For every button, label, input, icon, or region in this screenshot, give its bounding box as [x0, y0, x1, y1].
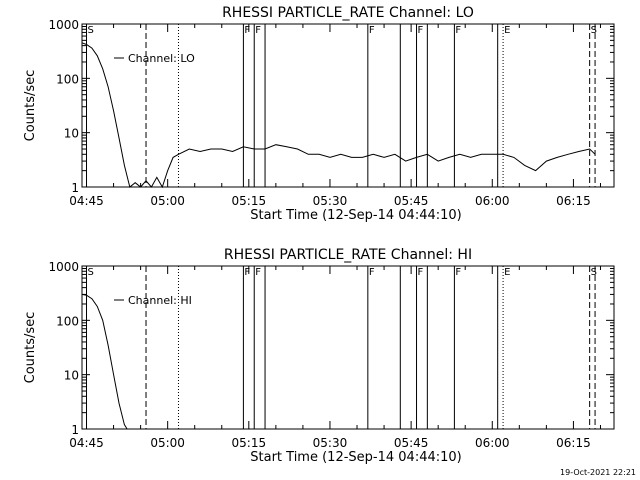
y-axis-label: Counts/sec	[23, 70, 38, 142]
event-marker-label: F	[418, 267, 424, 278]
series-line-0	[81, 42, 596, 189]
x-tick-label: 04:45	[69, 436, 104, 450]
x-tick-label: 06:00	[475, 194, 510, 208]
y-tick-label: 10	[64, 369, 79, 383]
plot-frame	[81, 23, 615, 188]
event-marker-label: S	[591, 25, 597, 36]
event-marker-label: F	[255, 267, 261, 278]
chart-title: RHESSI PARTICLE_RATE Channel: HI	[224, 247, 472, 263]
y-tick-label: 100	[56, 72, 79, 86]
x-tick-label: 04:45	[69, 194, 104, 208]
x-tick-label: 05:00	[150, 436, 185, 450]
event-marker-label: F	[455, 267, 461, 278]
event-marker-label: F	[244, 25, 250, 36]
event-marker-label: F	[369, 267, 375, 278]
x-axis-label: Start Time (12-Sep-14 04:44:10)	[250, 450, 461, 465]
event-marker-label: F	[418, 25, 424, 36]
x-tick-label: 05:30	[313, 194, 348, 208]
event-marker-label: F	[244, 267, 250, 278]
chart-panel-lo: RHESSI PARTICLE_RATE Channel: LO 04:45 05:…	[23, 5, 615, 223]
x-axis-label: Start Time (12-Sep-14 04:44:10)	[250, 208, 461, 223]
y-tick-label: 100	[56, 314, 79, 328]
x-tick-label: 05:30	[313, 436, 348, 450]
series-line-0	[81, 293, 128, 430]
x-tick-label: 05:00	[150, 194, 185, 208]
event-marker-label: E	[504, 267, 510, 278]
event-marker-label: F	[255, 25, 261, 36]
event-marker-label: F	[369, 25, 375, 36]
y-tick-label: 1000	[48, 260, 79, 274]
y-tick-label: 1000	[48, 18, 79, 32]
x-tick-label: 05:15	[232, 194, 267, 208]
footer-date: 19-Oct-2021 22:21	[560, 468, 636, 477]
y-tick-label: 10	[64, 127, 79, 141]
event-marker-label: E	[504, 25, 510, 36]
y-axis-label: Counts/sec	[23, 312, 38, 384]
event-marker-label: S	[591, 267, 597, 278]
x-tick-label: 06:15	[556, 194, 591, 208]
legend-label: Channel: LO	[128, 52, 195, 65]
y-tick-label: 1	[71, 423, 79, 437]
y-tick-label: 1	[71, 181, 79, 195]
plot-frame	[81, 265, 615, 430]
event-marker-label: F	[455, 25, 461, 36]
x-tick-label: 05:45	[394, 194, 429, 208]
chart-panel-hi: RHESSI PARTICLE_RATE Channel: HI 04:45 05:…	[23, 247, 615, 465]
event-marker-label: S	[88, 25, 94, 36]
x-tick-label: 06:00	[475, 436, 510, 450]
event-marker-label: S	[88, 267, 94, 278]
chart-title: RHESSI PARTICLE_RATE Channel: LO	[222, 5, 474, 21]
x-tick-label: 06:15	[556, 436, 591, 450]
legend-label: Channel: HI	[128, 294, 192, 307]
x-tick-label: 05:15	[232, 436, 267, 450]
x-tick-label: 05:45	[394, 436, 429, 450]
